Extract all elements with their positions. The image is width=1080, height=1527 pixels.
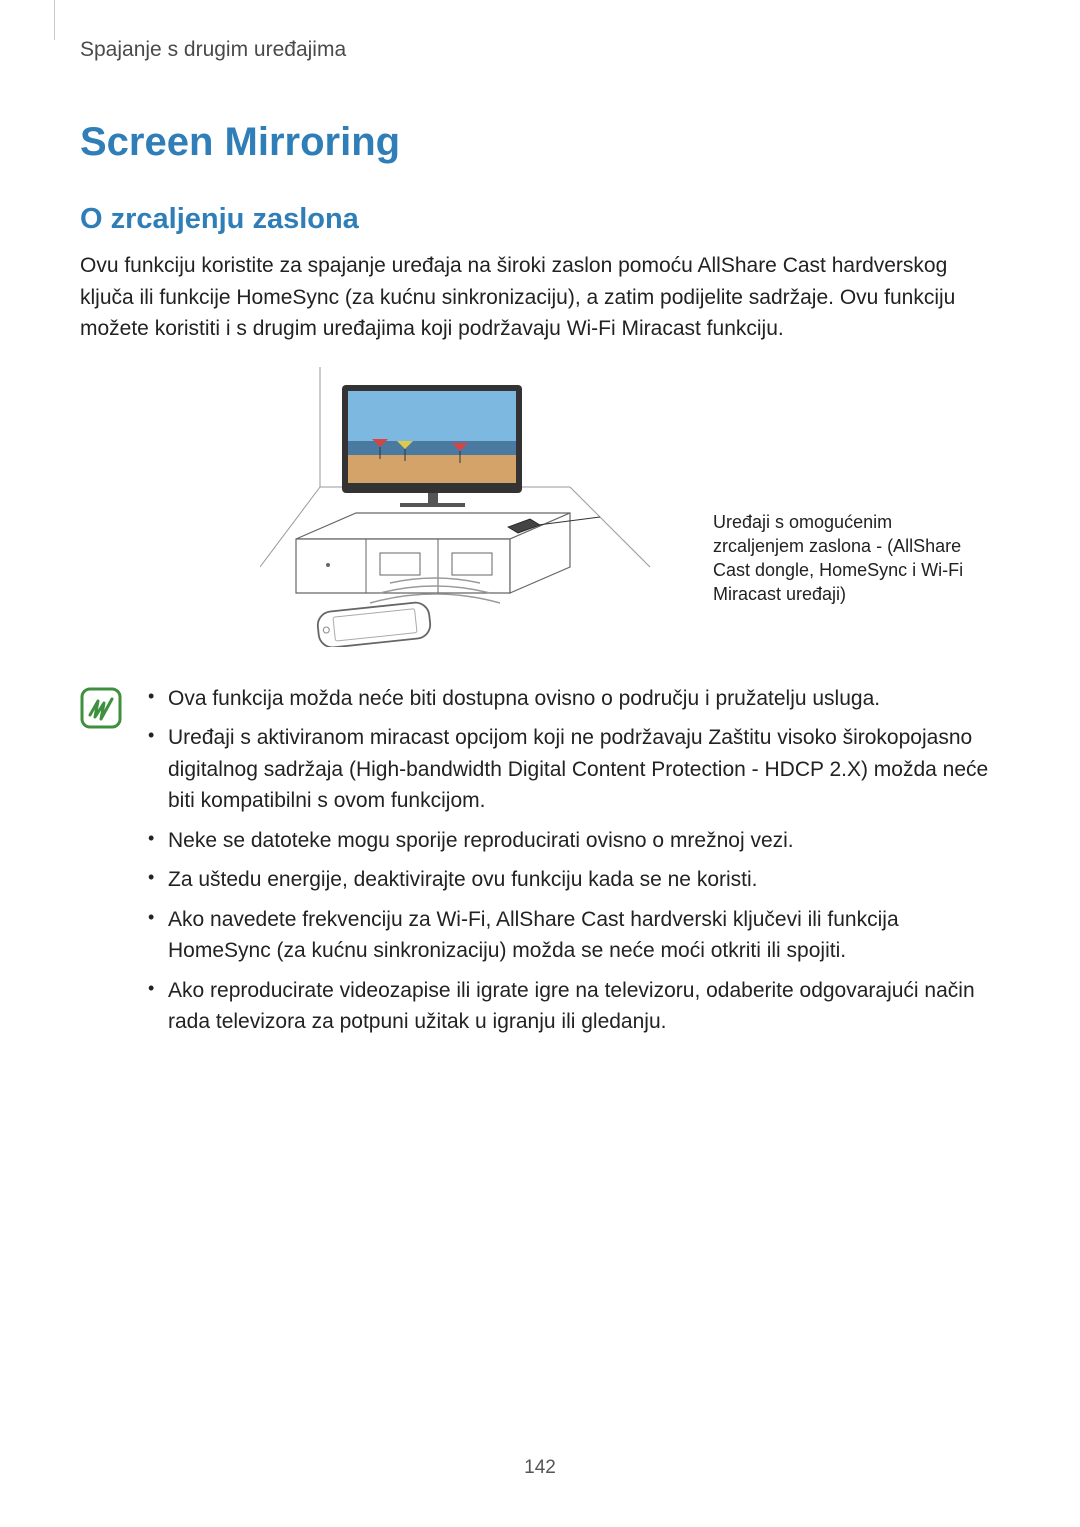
- page-number: 142: [0, 1457, 1080, 1479]
- intro-paragraph: Ovu funkciju koristite za spajanje uređa…: [80, 250, 1000, 345]
- note-icon: [80, 687, 122, 734]
- section-subtitle: O zrcaljenju zaslona: [80, 203, 1000, 236]
- breadcrumb: Spajanje s drugim uređajima: [80, 38, 1000, 62]
- note-item: Ako reproducirate videozapise ili igrate…: [144, 975, 1000, 1038]
- note-item: Ova funkcija možda neće biti dostupna ov…: [144, 683, 1000, 715]
- page-title: Screen Mirroring: [80, 120, 1000, 165]
- note-item: Uređaji s aktiviranom miracast opcijom k…: [144, 722, 1000, 817]
- note-list: Ova funkcija možda neće biti dostupna ov…: [144, 683, 1000, 1046]
- note-item: Neke se datoteke mogu sporije reproducir…: [144, 825, 1000, 857]
- note-item: Ako navedete frekvenciju za Wi-Fi, AllSh…: [144, 904, 1000, 967]
- note-block: Ova funkcija možda neće biti dostupna ov…: [80, 683, 1000, 1046]
- figure-screen-mirroring: Uređaji s omogućenim zrcaljenjem zaslona…: [80, 367, 1000, 647]
- note-item: Za uštedu energije, deaktivirajte ovu fu…: [144, 864, 1000, 896]
- document-page: Spajanje s drugim uređajima Screen Mirro…: [0, 0, 1080, 1046]
- figure-callout-text: Uređaji s omogućenim zrcaljenjem zaslona…: [713, 510, 973, 607]
